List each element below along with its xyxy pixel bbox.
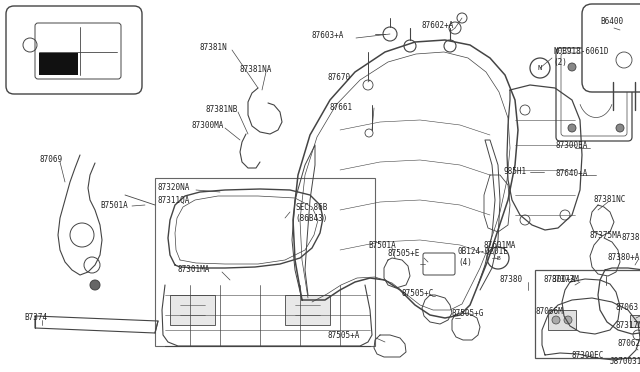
Text: 87062: 87062 [618, 340, 640, 349]
FancyBboxPatch shape [6, 6, 142, 94]
Text: (86B43): (86B43) [295, 214, 328, 222]
Text: 87601MA: 87601MA [484, 241, 516, 250]
Text: N0B918-6061D: N0B918-6061D [553, 48, 609, 57]
Text: 87317M: 87317M [616, 321, 640, 330]
Text: SEC.86B: SEC.86B [295, 203, 328, 212]
Text: N: N [538, 65, 542, 71]
Bar [285, 295, 330, 325]
Text: (4): (4) [458, 257, 472, 266]
Text: 87602+A: 87602+A [422, 22, 454, 31]
Text: B7501A: B7501A [368, 241, 396, 250]
Text: 87069: 87069 [40, 155, 63, 164]
Text: B7501A: B7501A [100, 201, 128, 209]
Text: 87661: 87661 [330, 103, 353, 112]
Text: (2): (2) [553, 58, 567, 67]
Text: B6400: B6400 [600, 17, 623, 26]
Bar [39, 53, 78, 75]
Text: 87640+A: 87640+A [556, 170, 588, 179]
Text: 87505+G: 87505+G [452, 310, 484, 318]
Bar [535, 270, 640, 358]
Text: 87320NA: 87320NA [158, 183, 190, 192]
Circle shape [552, 316, 560, 324]
Text: 87380+B: 87380+B [622, 234, 640, 243]
Text: 87670: 87670 [328, 74, 351, 83]
Bar [630, 315, 640, 327]
Text: B: B [496, 256, 500, 260]
Text: 87301MA: 87301MA [178, 266, 211, 275]
Text: B7374: B7374 [24, 314, 47, 323]
Text: 87381N: 87381N [200, 44, 228, 52]
Text: 87300MA: 87300MA [192, 122, 225, 131]
Text: 87381NA: 87381NA [240, 65, 273, 74]
Circle shape [90, 280, 100, 290]
FancyBboxPatch shape [556, 48, 632, 141]
Text: 87300+A: 87300+A [544, 276, 577, 285]
Text: 87300EC: 87300EC [572, 352, 604, 360]
Text: 87066M: 87066M [536, 308, 564, 317]
FancyBboxPatch shape [423, 253, 455, 275]
Text: 87380+A: 87380+A [608, 253, 640, 263]
Text: 87373M: 87373M [552, 276, 580, 285]
Text: 87505+A: 87505+A [328, 331, 360, 340]
Circle shape [616, 124, 624, 132]
Circle shape [616, 63, 624, 71]
FancyBboxPatch shape [582, 4, 640, 92]
Circle shape [568, 124, 576, 132]
Text: 0B124-0201E: 0B124-0201E [458, 247, 509, 257]
Text: 87381NC: 87381NC [594, 196, 627, 205]
Circle shape [568, 63, 576, 71]
Text: 87381NB: 87381NB [205, 106, 237, 115]
Circle shape [564, 316, 572, 324]
Bar [170, 295, 215, 325]
Text: 87300EA: 87300EA [556, 141, 588, 150]
FancyBboxPatch shape [35, 23, 121, 79]
Text: 87603+A: 87603+A [312, 32, 344, 41]
Text: J870031Z: J870031Z [610, 357, 640, 366]
Text: 87311QA: 87311QA [158, 196, 190, 205]
Text: 87063: 87063 [616, 304, 639, 312]
Text: 87505+E: 87505+E [388, 250, 420, 259]
FancyBboxPatch shape [561, 53, 627, 136]
Text: 87375MA: 87375MA [590, 231, 622, 241]
Bar [548, 310, 576, 330]
Text: 985H1: 985H1 [504, 167, 527, 176]
Text: 87505+C: 87505+C [402, 289, 435, 298]
Bar [155, 178, 375, 346]
Text: 87380: 87380 [500, 276, 523, 285]
